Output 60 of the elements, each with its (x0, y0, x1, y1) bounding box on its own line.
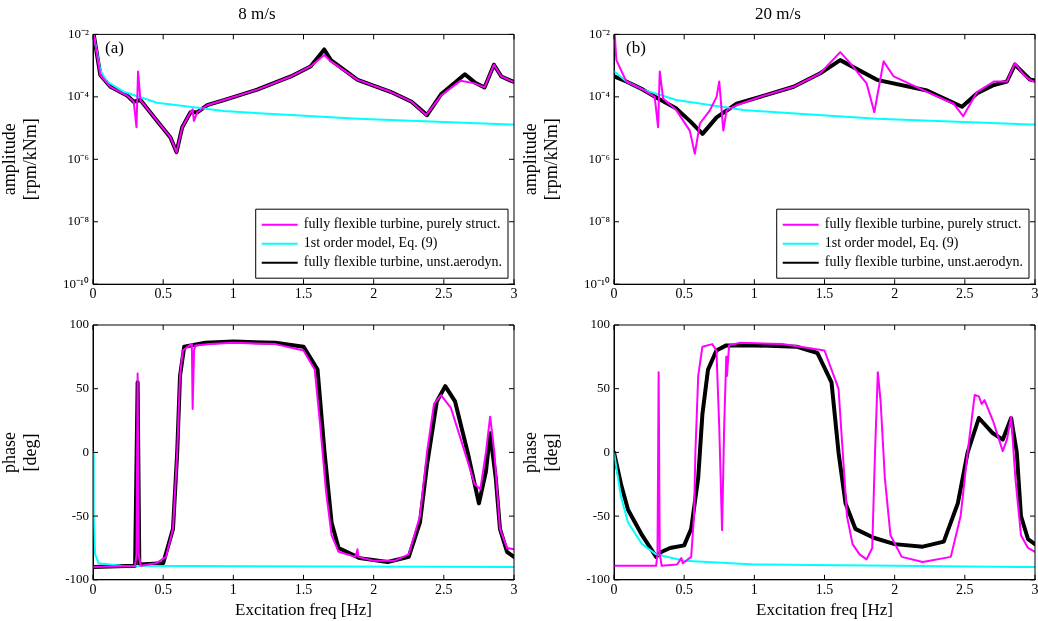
chart-title: 20 m/s (755, 3, 801, 23)
legend-label: 1st order model, Eq. (9) (303, 235, 438, 252)
x-tick-label: 1 (229, 581, 237, 597)
x-tick-label: 2.5 (435, 286, 453, 302)
x-tick-label: 1.5 (294, 286, 313, 302)
legend-label: fully flexible turbine, unst.aerodyn. (303, 254, 503, 270)
y-tick-label: -100 (586, 571, 610, 587)
y-tick-label: -50 (71, 507, 89, 523)
x-tick-label: 2.5 (956, 286, 974, 302)
x-tick-label: 1.5 (294, 581, 313, 597)
x-tick-label: 2 (891, 286, 899, 302)
annotation: (a) (105, 38, 124, 58)
y-tick-label: 0 (603, 443, 610, 459)
y-tick-label: 10⁻⁸ (588, 213, 611, 229)
y-tick-label: 10⁻⁶ (588, 150, 610, 166)
y-tick-label: 10⁻⁴ (67, 88, 90, 104)
y-tick-label: -100 (65, 571, 89, 587)
x-tick-label: 3 (1031, 286, 1038, 302)
y-tick-label: 100 (69, 316, 89, 332)
x-tick-label: 0.5 (675, 286, 693, 302)
x-tick-label: 2.5 (956, 581, 974, 597)
x-tick-label: 0.5 (154, 581, 172, 597)
legend-label: 1st order model, Eq. (9) (824, 235, 959, 252)
y-tick-label: 10⁻² (589, 25, 611, 41)
x-tick-label: 2 (370, 581, 378, 597)
y-tick-label: -50 (592, 507, 610, 523)
y-axis-title: amplitude [rpm/kNm] (0, 118, 40, 201)
chart-title: 8 m/s (238, 3, 276, 23)
x-tick-label: 0.5 (675, 581, 693, 597)
x-tick-label: 2 (891, 581, 899, 597)
y-axis-title: phase [deg] (0, 431, 40, 473)
y-axis-title: amplitude [rpm/kNm] (520, 118, 561, 201)
x-tick-label: 2 (370, 286, 378, 302)
legend-label: fully flexible turbine, purely struct. (824, 216, 1022, 232)
y-tick-label: 10⁻⁴ (588, 88, 611, 104)
y-tick-label: 10⁻⁶ (67, 150, 89, 166)
x-tick-label: 1 (750, 581, 758, 597)
y-tick-label: 10⁻⁸ (67, 213, 90, 229)
legend-label: fully flexible turbine, unst.aerodyn. (824, 254, 1024, 270)
legend-label: fully flexible turbine, purely struct. (303, 216, 501, 232)
x-tick-label: 0.5 (154, 286, 172, 302)
y-tick-label: 10⁻² (68, 25, 90, 41)
x-tick-label: 2.5 (435, 581, 453, 597)
y-tick-label: 10⁻¹⁰ (63, 275, 89, 291)
x-tick-label: 3 (510, 286, 518, 302)
x-tick-label: 3 (1031, 581, 1038, 597)
annotation: (b) (626, 38, 646, 58)
y-tick-label: 0 (82, 443, 89, 459)
x-tick-label: 3 (510, 581, 518, 597)
y-tick-label: 50 (597, 380, 610, 396)
y-axis-title: phase [deg] (520, 431, 561, 473)
y-tick-label: 10⁻¹⁰ (584, 275, 610, 291)
x-tick-label: 1 (750, 286, 758, 302)
x-axis-title: Excitation freq [Hz] (756, 600, 893, 620)
x-tick-label: 1.5 (815, 286, 834, 302)
y-tick-label: 50 (76, 380, 89, 396)
x-tick-label: 1 (229, 286, 237, 302)
x-tick-label: 1.5 (815, 581, 834, 597)
y-tick-label: 100 (590, 316, 610, 332)
x-axis-title: Excitation freq [Hz] (235, 600, 372, 620)
